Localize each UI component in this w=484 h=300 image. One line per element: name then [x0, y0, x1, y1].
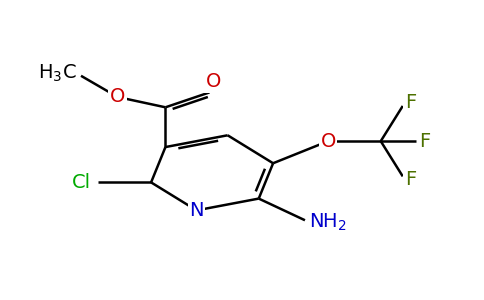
Text: F: F: [419, 132, 430, 151]
Text: NH$_2$: NH$_2$: [309, 212, 347, 233]
Text: F: F: [405, 93, 416, 112]
Text: O: O: [110, 88, 125, 106]
Text: O: O: [320, 132, 336, 151]
Text: Cl: Cl: [72, 173, 91, 192]
Text: N: N: [189, 201, 204, 220]
Text: F: F: [405, 170, 416, 189]
Text: O: O: [206, 72, 221, 91]
Text: H$_3$C: H$_3$C: [38, 63, 77, 84]
